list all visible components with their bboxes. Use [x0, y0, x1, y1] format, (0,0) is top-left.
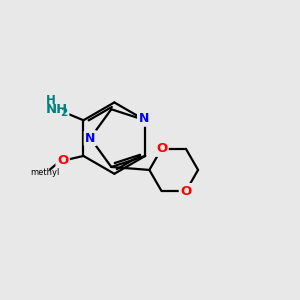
- Text: 2: 2: [60, 108, 67, 118]
- Text: methyl: methyl: [30, 168, 59, 177]
- Text: O: O: [180, 184, 191, 197]
- Text: N: N: [139, 112, 149, 125]
- Text: O: O: [57, 154, 68, 167]
- Text: NH: NH: [46, 103, 68, 116]
- Text: H: H: [46, 94, 56, 107]
- Text: O: O: [156, 142, 167, 155]
- Text: N: N: [85, 132, 95, 145]
